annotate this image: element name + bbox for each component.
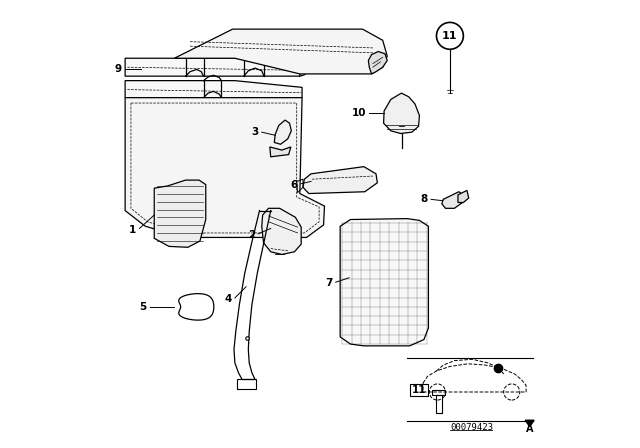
Polygon shape [125,58,300,76]
Text: 9: 9 [115,65,122,74]
Text: 10: 10 [351,108,366,118]
Text: 3: 3 [252,127,259,137]
Text: 6: 6 [291,180,298,190]
Polygon shape [125,98,324,237]
Polygon shape [262,208,301,254]
Text: 5: 5 [140,302,147,312]
Polygon shape [275,120,291,144]
Text: 8: 8 [420,194,428,204]
Polygon shape [525,420,534,426]
Text: A: A [526,424,533,434]
Bar [436,395,442,413]
Polygon shape [154,180,206,247]
Bar [432,390,445,395]
Text: 4: 4 [225,294,232,304]
Polygon shape [179,293,214,320]
Bar [410,384,428,396]
Polygon shape [383,93,419,134]
Polygon shape [458,190,468,202]
Polygon shape [369,52,387,74]
Polygon shape [442,192,463,208]
Text: 2: 2 [248,230,255,240]
Polygon shape [270,147,291,157]
Polygon shape [174,29,387,74]
Text: 00079423: 00079423 [450,423,493,432]
Text: 7: 7 [325,278,333,288]
Polygon shape [303,167,378,194]
Polygon shape [340,219,428,346]
Text: 11: 11 [412,385,426,395]
Text: 11: 11 [442,31,458,41]
Text: 1: 1 [129,225,136,235]
Polygon shape [125,81,302,98]
